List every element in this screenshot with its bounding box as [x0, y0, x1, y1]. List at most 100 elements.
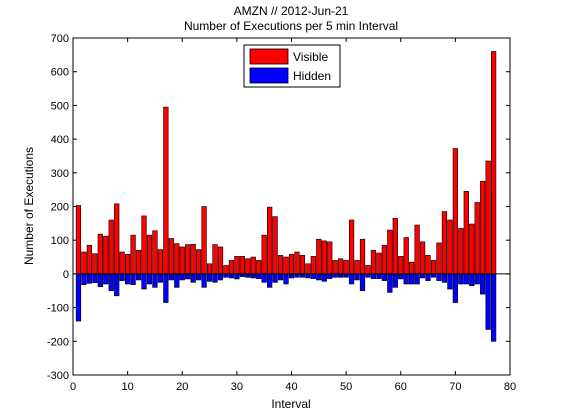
- visible-bar: [398, 256, 404, 275]
- visible-bar: [338, 258, 344, 275]
- hidden-bar: [414, 273, 420, 285]
- hidden-bar: [376, 273, 382, 279]
- hidden-bar: [223, 273, 229, 278]
- x-tick-label: 70: [449, 381, 461, 393]
- hidden-bar: [365, 273, 371, 278]
- visible-bar: [365, 265, 371, 275]
- visible-bar: [250, 256, 256, 275]
- visible-bar: [316, 238, 322, 275]
- visible-bar: [179, 246, 185, 275]
- hidden-bar: [190, 273, 196, 283]
- hidden-bar: [130, 273, 136, 285]
- hidden-bar: [168, 273, 174, 281]
- x-tick-label: 30: [231, 381, 243, 393]
- y-axis: -300 -200 -100 0 100 200 300 400 500 600 700: [47, 33, 510, 382]
- hidden-bar: [305, 273, 311, 279]
- visible-bar: [310, 256, 316, 275]
- hidden-bar: [381, 273, 387, 281]
- visible-bar: [458, 228, 464, 275]
- visible-bar: [425, 255, 431, 275]
- visible-bar: [217, 246, 224, 275]
- y-tick-label: 100: [51, 235, 69, 247]
- hidden-bar: [310, 273, 316, 279]
- hidden-bar: [277, 273, 284, 281]
- legend-swatch-visible: [249, 48, 289, 65]
- visible-bar: [228, 260, 235, 275]
- visible-bar: [447, 219, 453, 275]
- hidden-bar: [474, 273, 480, 285]
- y-tick-label: -300: [47, 370, 69, 382]
- hidden-bar: [163, 273, 169, 303]
- visible-bar: [190, 243, 196, 275]
- hidden-bar: [425, 273, 431, 281]
- plot-area: [73, 38, 510, 375]
- visible-bar: [130, 234, 136, 275]
- legend-label-hidden: Hidden: [293, 69, 331, 83]
- visible-bar: [392, 217, 398, 275]
- x-axis-label: Interval: [271, 397, 310, 411]
- hidden-bar: [174, 273, 180, 288]
- visible-bar: [414, 224, 420, 275]
- visible-bar: [490, 51, 497, 275]
- visible-bar: [174, 243, 180, 275]
- x-axis: 0 10 20 30 40 50 60 70 80: [70, 38, 516, 393]
- hidden-bar: [206, 273, 213, 282]
- hidden-bar: [321, 273, 327, 282]
- hidden-bar: [119, 273, 125, 281]
- hidden-bar: [469, 273, 475, 286]
- visible-bar: [485, 160, 491, 275]
- x-tick-label: 60: [395, 381, 407, 393]
- hidden-bar: [92, 273, 98, 283]
- hidden-bar: [436, 273, 442, 281]
- visible-bar: [327, 241, 333, 275]
- hidden-bar: [81, 273, 87, 285]
- visible-bar: [332, 260, 338, 275]
- y-tick-label: 600: [51, 67, 69, 79]
- legend-label-visible: Visible: [293, 50, 328, 64]
- hidden-bar: [201, 273, 207, 288]
- visible-bar: [267, 206, 273, 275]
- hidden-bar: [332, 273, 338, 278]
- visible-bar: [97, 233, 103, 275]
- hidden-bar: [196, 273, 202, 281]
- y-tick-label: 0: [63, 269, 69, 281]
- hidden-bar: [135, 273, 142, 281]
- visible-bar: [152, 230, 158, 275]
- y-axis-label: Number of Executions: [22, 147, 36, 265]
- visible-bar: [75, 205, 82, 275]
- visible-bar: [403, 237, 409, 275]
- visible-bar: [239, 256, 245, 275]
- visible-bar: [261, 234, 267, 275]
- hidden-bar: [283, 273, 289, 285]
- hidden-bar: [157, 273, 164, 283]
- hidden-bar: [348, 273, 355, 285]
- visible-bar: [283, 256, 289, 275]
- hidden-bar: [463, 273, 469, 285]
- visible-bar: [370, 250, 377, 275]
- visible-bar: [206, 263, 213, 275]
- visible-bar: [103, 235, 109, 275]
- hidden-bar: [234, 273, 240, 280]
- visible-bar: [436, 242, 442, 275]
- y-tick-label: -200: [47, 336, 69, 348]
- hidden-bar: [343, 273, 349, 278]
- hidden-bar: [430, 273, 437, 278]
- hidden-bar: [256, 273, 262, 279]
- hidden-bar: [228, 273, 235, 279]
- visible-bar: [245, 258, 251, 275]
- hidden-bar: [185, 273, 191, 280]
- visible-bar: [343, 260, 349, 275]
- visible-bar: [92, 253, 98, 275]
- hidden-bar: [288, 273, 295, 279]
- visible-bar: [108, 219, 114, 275]
- visible-bar: [387, 229, 393, 275]
- y-tick-label: 300: [51, 168, 69, 180]
- hidden-bar: [179, 273, 185, 281]
- visible-bar: [81, 251, 87, 275]
- hidden-bar: [152, 273, 158, 288]
- visible-bar: [135, 250, 142, 275]
- hidden-bar: [97, 273, 103, 288]
- x-tick-label: 80: [504, 381, 516, 393]
- y-tick-label: 200: [51, 202, 69, 214]
- visible-bar: [348, 219, 355, 275]
